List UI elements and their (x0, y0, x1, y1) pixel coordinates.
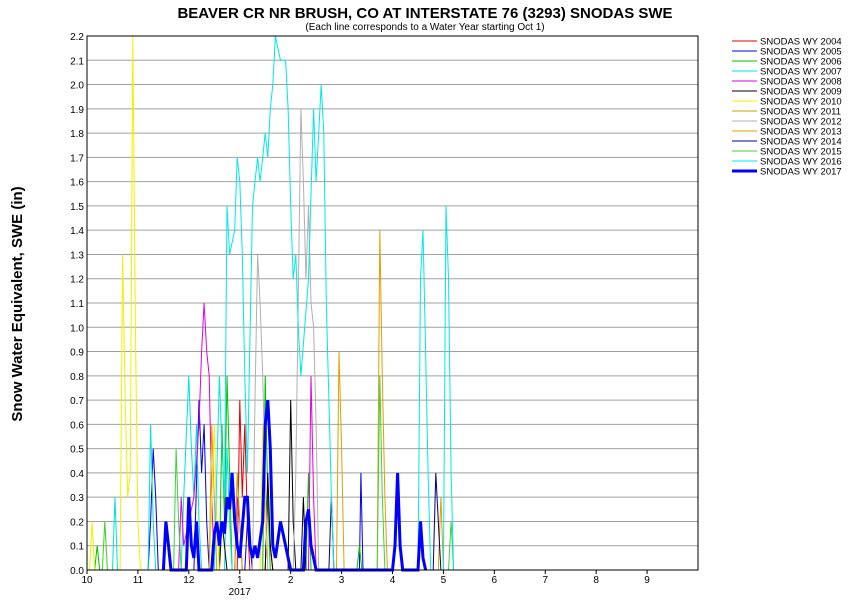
legend-label: SNODAS WY 2005 (760, 47, 842, 58)
legend-label: SNODAS WY 2011 (760, 107, 841, 118)
grid-lines (87, 35, 698, 571)
y-tick-label: 1.3 (70, 250, 84, 261)
y-tick-label: 1.2 (70, 275, 84, 286)
legend-label: SNODAS WY 2009 (760, 87, 842, 98)
x-tick-label: 4 (390, 575, 396, 586)
x-tick-label: 2 (288, 575, 294, 586)
x-tick-label: 3 (339, 575, 345, 586)
legend-label: SNODAS WY 2007 (760, 67, 842, 78)
legend-label: SNODAS WY 2013 (760, 127, 842, 138)
y-tick-label: 0.5 (70, 445, 84, 456)
y-tick-labels: 0.0 0.1 0.2 0.3 0.4 0.5 0.6 0.7 0.8 0.9 1.0 1.1 1.2 1… (70, 32, 84, 577)
x-tick-label: 12 (183, 575, 195, 586)
y-tick-label: 1.8 (70, 129, 84, 140)
plot-area-frame (86, 35, 699, 571)
x-tick-label: 8 (593, 575, 599, 586)
y-tick-label: 2.1 (70, 56, 84, 67)
legend-label: SNODAS WY 2010 (760, 97, 842, 108)
y-tick-label: 0.1 (70, 542, 84, 553)
x-tick-label: 11 (133, 575, 144, 586)
x-tick-label: 5 (441, 575, 447, 586)
y-tick-label: 0.9 (70, 348, 84, 359)
y-tick-label: 0.8 (70, 372, 84, 383)
y-tick-label: 0.0 (70, 566, 84, 577)
series-line-8 (252, 108, 320, 571)
legend-label: SNODAS WY 2008 (760, 77, 842, 88)
chart-title: BEAVER CR NR BRUSH, CO AT INTERSTATE 76 … (177, 5, 672, 22)
legend-label: SNODAS WY 2015 (760, 147, 842, 158)
y-tick-label: 0.6 (70, 420, 84, 431)
y-tick-label: 0.7 (70, 396, 84, 407)
x-tick-label: 6 (492, 575, 498, 586)
y-tick-label: 1.9 (70, 105, 84, 116)
x-tick-label: 10 (81, 575, 93, 586)
x-axis-year-label: 2017 (229, 587, 252, 598)
y-tick-label: 1.5 (70, 202, 84, 213)
y-tick-label: 2.0 (70, 81, 84, 92)
legend-label: SNODAS WY 2012 (760, 117, 842, 128)
y-tick-label: 2.2 (70, 32, 84, 43)
legend-label: SNODAS WY 2004 (760, 37, 842, 48)
x-tick-label: 7 (542, 575, 548, 586)
y-tick-label: 1.6 (70, 178, 84, 189)
y-axis-label: Snow Water Equivalent, SWE (in) (9, 186, 26, 421)
y-tick-label: 0.4 (70, 469, 84, 480)
y-tick-label: 0.3 (70, 493, 84, 504)
series-line-12 (213, 35, 455, 571)
chart-subtitle: (Each line corresponds to a Water Year s… (305, 22, 544, 33)
x-tick-labels: 10 11 12 1 2 3 4 5 6 7 8 9 (81, 570, 650, 586)
y-tick-label: 1.1 (70, 299, 84, 310)
x-tick-label: 9 (644, 575, 650, 586)
legend-label: SNODAS WY 2016 (760, 157, 842, 168)
legend-label: SNODAS WY 2014 (760, 137, 842, 148)
y-tick-label: 1.7 (70, 153, 84, 164)
y-tick-label: 1.4 (70, 226, 84, 237)
y-tick-label: 0.2 (70, 517, 84, 528)
legend-label: SNODAS WY 2006 (760, 57, 842, 68)
y-tick-label: 1.0 (70, 323, 84, 334)
legend-label: SNODAS WY 2017 (760, 167, 842, 178)
x-tick-label: 1 (237, 575, 243, 586)
